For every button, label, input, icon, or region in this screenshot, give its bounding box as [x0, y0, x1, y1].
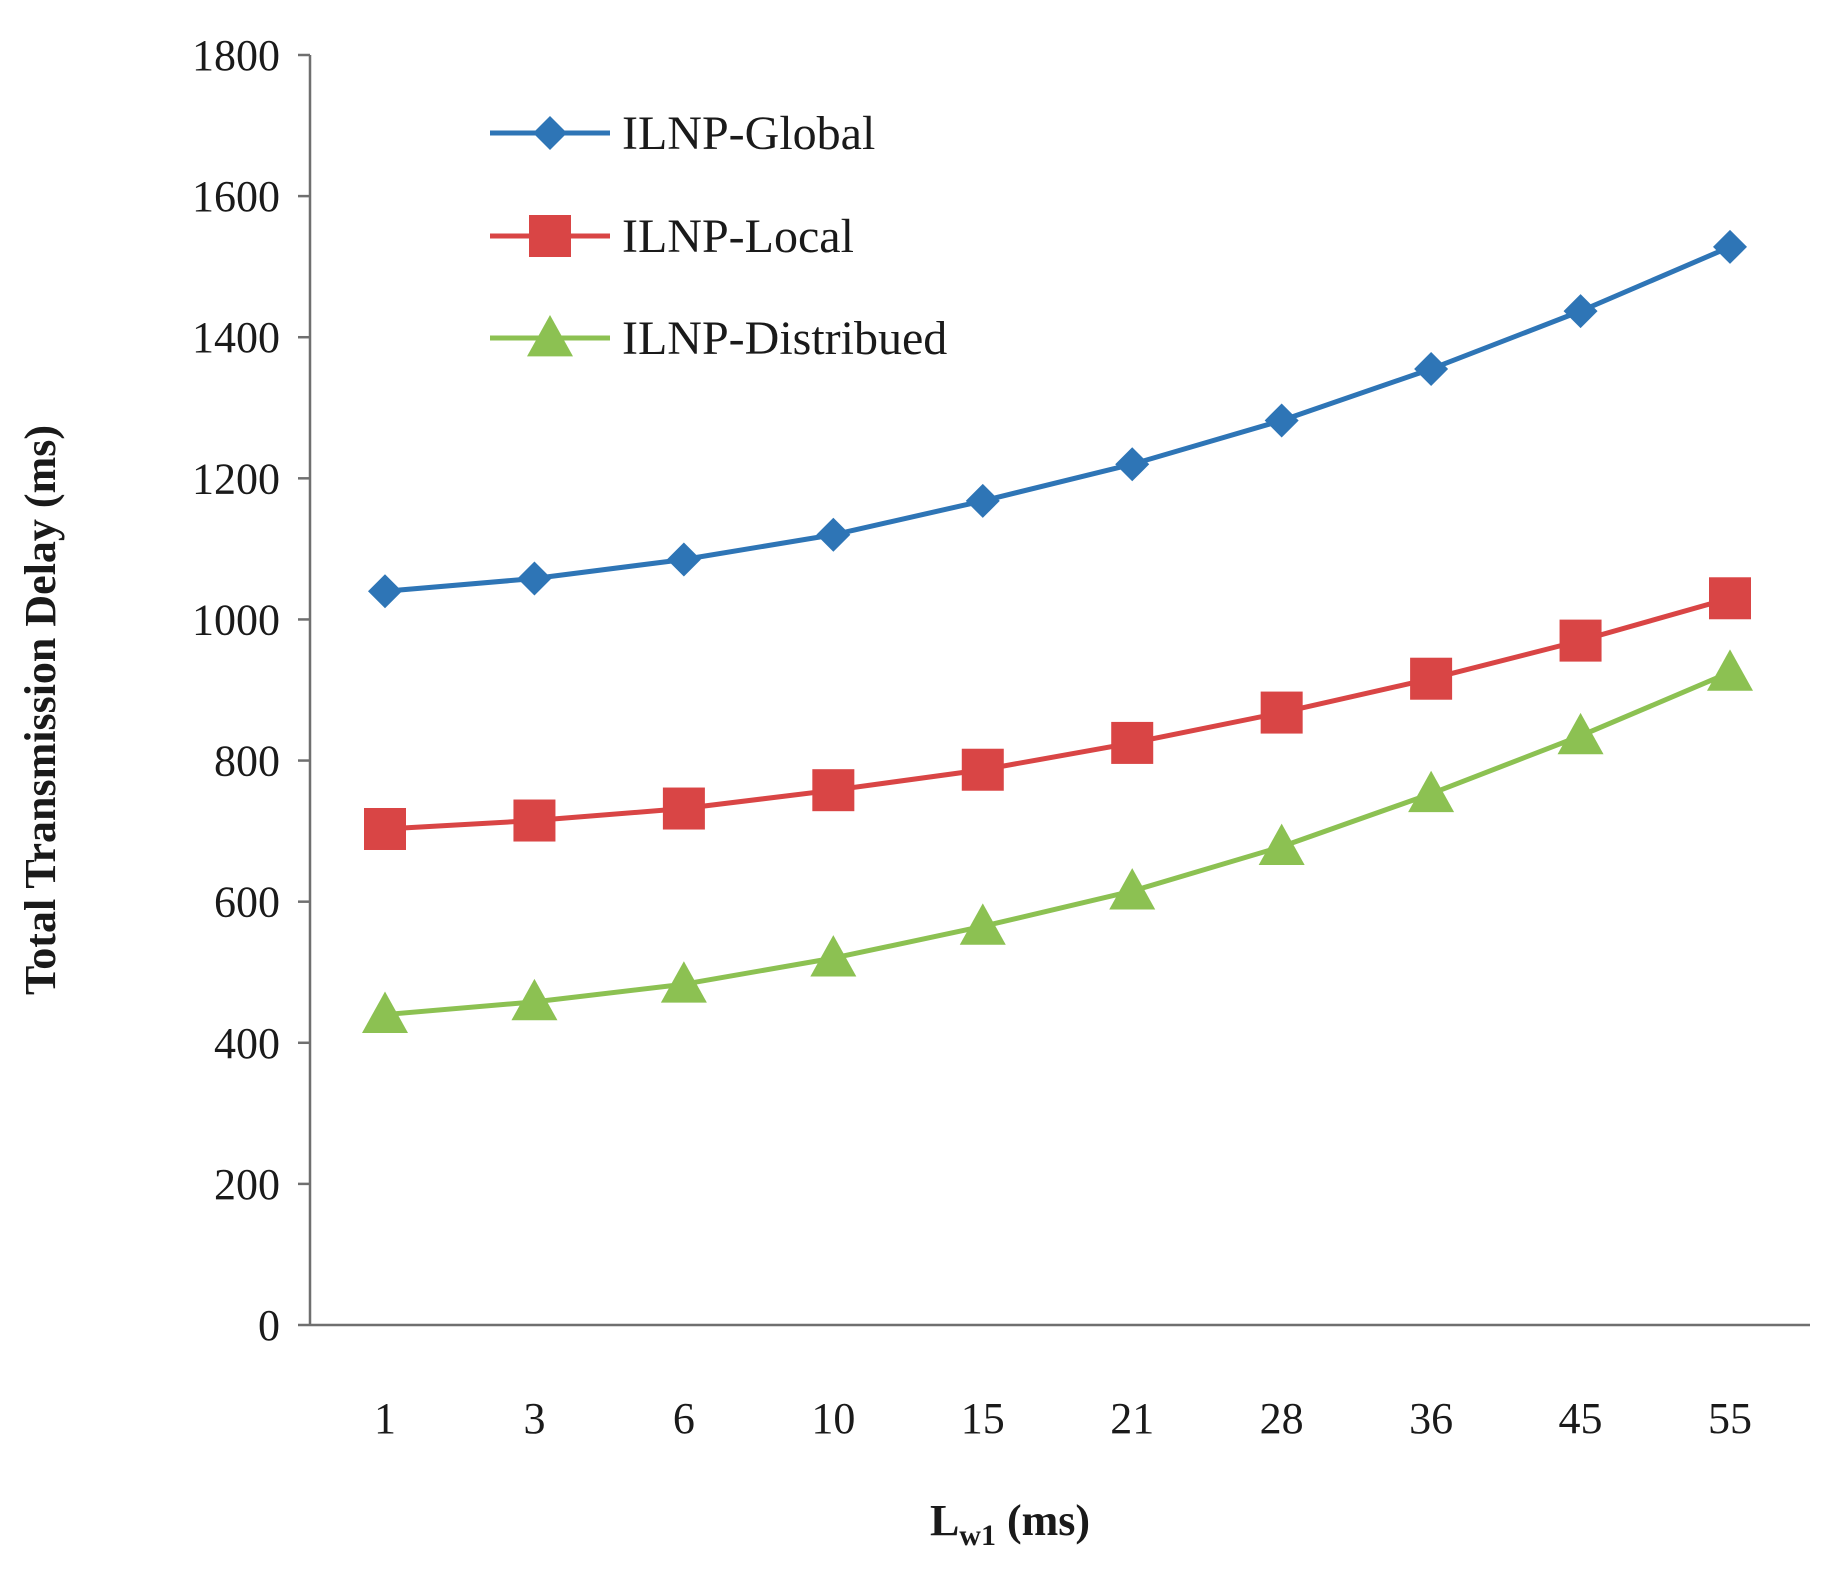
data-point	[816, 517, 851, 552]
data-point	[1260, 691, 1303, 734]
data-point	[1557, 712, 1604, 755]
legend-item: ILNP-Global	[490, 107, 875, 160]
y-tick-label: 600	[214, 878, 280, 927]
data-point	[961, 748, 1004, 791]
y-tick-label: 1600	[192, 172, 280, 221]
x-tick-label: 10	[811, 1394, 855, 1443]
data-point	[1264, 403, 1299, 438]
legend-marker	[529, 215, 571, 257]
data-point	[362, 991, 408, 1033]
data-point	[965, 483, 1000, 518]
axes	[308, 55, 1810, 1327]
x-tick-label: 15	[961, 1394, 1005, 1443]
series-line	[384, 244, 1731, 594]
x-tick-label: 36	[1409, 1394, 1453, 1443]
y-tick-label: 1200	[192, 454, 280, 503]
data-point	[517, 561, 552, 596]
data-point	[1559, 619, 1602, 662]
data-point	[1707, 649, 1753, 691]
y-tick-label: 1400	[192, 313, 280, 362]
series-layer	[362, 229, 1753, 1033]
y-tick-label: 1000	[192, 595, 280, 644]
x-axis-title-main: L	[930, 1496, 959, 1545]
series-ilnp-global	[368, 229, 1747, 609]
data-point	[1408, 770, 1455, 813]
data-point	[1563, 294, 1598, 329]
y-tick-label: 1800	[192, 31, 280, 80]
legend-marker	[527, 315, 573, 357]
x-tick-label: 3	[523, 1394, 545, 1443]
legend-item: ILNP-Distribued	[490, 312, 947, 365]
data-point	[959, 903, 1006, 945]
legend-marker	[533, 116, 567, 150]
data-point	[1258, 823, 1305, 866]
data-point	[1709, 577, 1751, 620]
series-line	[384, 595, 1731, 832]
data-point	[812, 769, 855, 812]
data-point	[666, 542, 701, 577]
legend-label: ILNP-Local	[622, 210, 854, 263]
legend-item: ILNP-Local	[490, 210, 854, 263]
y-tick-label: 0	[258, 1301, 280, 1350]
x-axis-title-subscript: w1	[959, 1519, 996, 1552]
legend-label: ILNP-Distribued	[622, 312, 947, 365]
data-point	[662, 787, 705, 830]
data-point	[511, 978, 558, 1021]
y-ticks: 0 200 400 600 800 1000 1200 1400 1600 1800	[192, 31, 310, 1350]
data-point	[660, 961, 707, 1003]
x-tick-label: 6	[673, 1394, 695, 1443]
y-tick-label: 200	[214, 1160, 280, 1209]
x-axis-title-unit: (ms)	[996, 1496, 1090, 1545]
x-tick-label: 1	[374, 1394, 396, 1443]
series-line	[384, 670, 1731, 1018]
data-point	[1713, 229, 1747, 264]
data-point	[364, 807, 406, 850]
data-point	[810, 935, 857, 977]
series-ilnp-local	[364, 577, 1751, 850]
data-point	[1111, 721, 1154, 764]
x-tick-label: 55	[1708, 1394, 1752, 1443]
data-point	[1414, 351, 1449, 386]
data-point	[1115, 447, 1150, 482]
legend-label: ILNP-Global	[622, 107, 875, 160]
legend: ILNP-Global ILNP-Local ILNP-Distribued	[490, 107, 947, 365]
y-tick-label: 400	[214, 1019, 280, 1068]
data-point	[1410, 657, 1453, 700]
y-tick-label: 800	[214, 737, 280, 786]
x-tick-label: 45	[1559, 1394, 1603, 1443]
data-point	[1109, 868, 1156, 910]
x-ticks: 1 3 6 10 15 21 28 36 45 55	[374, 1394, 1752, 1443]
x-tick-label: 21	[1110, 1394, 1154, 1443]
y-axis-title: Total Transmission Delay (ms)	[16, 425, 65, 995]
x-axis-title: Lw1 (ms)	[930, 1496, 1090, 1552]
x-tick-label: 28	[1260, 1394, 1304, 1443]
data-point	[368, 574, 402, 609]
series-ilnp-distribued	[362, 649, 1753, 1033]
data-point	[513, 799, 556, 842]
